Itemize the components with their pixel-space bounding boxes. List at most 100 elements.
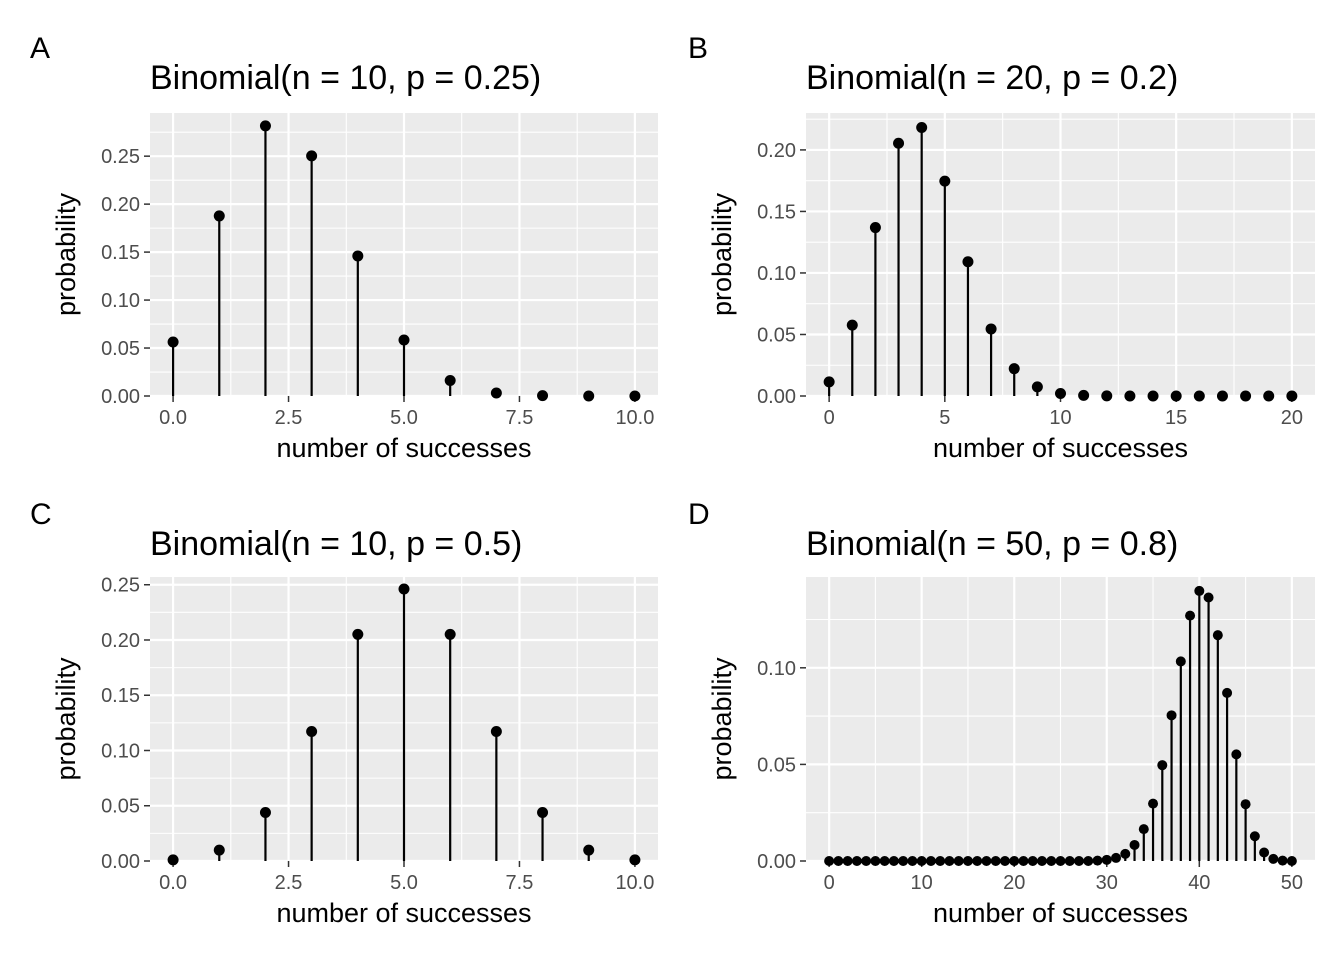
- chart-title: Binomial(n = 10, p = 0.25): [150, 59, 541, 97]
- x-tick-label: 15: [1165, 407, 1187, 429]
- x-tick-label: 0: [824, 407, 835, 429]
- chart-panel-c: C Binomial(n = 10, p = 0.5) 0.0 2.5 5.0 7.5 10…: [30, 498, 658, 928]
- data-point: [985, 323, 997, 335]
- y-tick-label: 0.20: [101, 194, 140, 216]
- data-point: [824, 856, 835, 866]
- y-tick-label: 0.10: [101, 290, 140, 312]
- data-point: [213, 210, 225, 222]
- data-point: [1031, 381, 1043, 393]
- data-point: [583, 844, 595, 856]
- data-point: [1101, 390, 1113, 402]
- axes: 0 5 10 15 20 0.00 0.05 0.10 0.15 0.20: [757, 140, 1303, 429]
- x-tick-label: 5.0: [390, 872, 418, 894]
- y-tick-label: 0.20: [757, 140, 796, 162]
- panel-letter: B: [688, 32, 708, 65]
- axes: 0.0 2.5 5.0 7.5 10.0 0.00 0.05 0.10 0.15 0.20 0.25: [101, 146, 654, 429]
- data-point: [1277, 855, 1288, 866]
- data-point: [259, 120, 271, 132]
- y-tick-label: 0.10: [757, 263, 796, 285]
- y-axis-title: probability: [51, 657, 81, 781]
- data-point: [953, 856, 964, 866]
- x-tick-label: 0.0: [159, 872, 187, 894]
- data-point: [935, 856, 946, 866]
- x-tick-label: 7.5: [506, 872, 534, 894]
- data-point: [1166, 710, 1177, 721]
- data-point: [879, 856, 890, 866]
- data-point: [1092, 855, 1103, 866]
- data-point: [925, 856, 936, 866]
- data-point: [306, 150, 318, 162]
- data-point: [1286, 856, 1297, 866]
- y-tick-label: 0.00: [757, 386, 796, 408]
- y-axis-title: probability: [51, 192, 81, 316]
- y-tick-label: 0.15: [757, 201, 796, 223]
- data-marks: [167, 120, 641, 402]
- data-point: [1055, 856, 1066, 866]
- panel-letter: D: [688, 498, 710, 531]
- data-point: [213, 844, 225, 856]
- y-tick-label: 0.15: [101, 242, 140, 264]
- data-point: [851, 856, 862, 866]
- data-point: [1193, 390, 1205, 402]
- data-point: [1170, 390, 1182, 402]
- chart-title: Binomial(n = 50, p = 0.8): [806, 525, 1178, 563]
- data-point: [1074, 856, 1085, 866]
- panel-letter: A: [30, 32, 50, 65]
- data-point: [1120, 848, 1131, 859]
- data-point: [1124, 390, 1136, 402]
- x-tick-label: 20: [1003, 872, 1025, 894]
- data-point: [1249, 831, 1260, 842]
- panel-letter: C: [30, 498, 52, 531]
- data-point: [1175, 656, 1186, 667]
- gridlines: [150, 113, 658, 398]
- x-tick-label: 5: [939, 407, 950, 429]
- data-point: [1018, 856, 1029, 866]
- data-point: [1157, 760, 1168, 771]
- data-point: [898, 856, 909, 866]
- data-point: [962, 856, 973, 866]
- x-axis-title: number of successes: [933, 898, 1188, 928]
- data-point: [1286, 390, 1298, 402]
- data-point: [629, 854, 641, 866]
- data-point: [861, 856, 872, 866]
- x-tick-label: 0: [824, 872, 835, 894]
- y-tick-label: 0.00: [101, 386, 140, 408]
- data-point: [907, 856, 918, 866]
- y-tick-label: 0.05: [757, 324, 796, 346]
- data-point: [398, 583, 410, 595]
- y-tick-label: 0.05: [101, 338, 140, 360]
- x-tick-label: 10: [1049, 407, 1071, 429]
- y-tick-label: 0.00: [757, 851, 796, 873]
- data-point: [1263, 390, 1275, 402]
- data-point: [842, 856, 853, 866]
- data-point: [167, 336, 179, 348]
- y-tick-label: 0.10: [101, 740, 140, 762]
- data-point: [1268, 853, 1279, 864]
- data-point: [537, 806, 549, 818]
- data-point: [1148, 798, 1159, 809]
- data-point: [398, 334, 410, 346]
- x-axis-title: number of successes: [276, 898, 531, 928]
- x-tick-label: 50: [1281, 872, 1303, 894]
- data-point: [916, 856, 927, 866]
- data-point: [990, 856, 1001, 866]
- data-marks: [167, 583, 641, 866]
- data-point: [352, 250, 364, 262]
- data-point: [444, 374, 456, 386]
- y-tick-label: 0.20: [101, 630, 140, 652]
- data-point: [1064, 856, 1075, 866]
- x-tick-label: 30: [1096, 872, 1118, 894]
- data-point: [1036, 856, 1047, 866]
- x-tick-label: 0.0: [159, 407, 187, 429]
- data-point: [1078, 389, 1090, 401]
- x-axis-title: number of successes: [276, 433, 531, 463]
- data-point: [259, 806, 271, 818]
- x-tick-label: 20: [1281, 407, 1303, 429]
- data-point: [888, 856, 899, 866]
- data-point: [167, 854, 179, 866]
- data-point: [846, 319, 858, 331]
- y-axis-title: probability: [707, 192, 737, 316]
- chart-panel-a: A Binomial(n = 10, p = 0.25) 0.0 2.5 5.0 7.5 1…: [30, 32, 658, 463]
- x-tick-label: 2.5: [275, 872, 303, 894]
